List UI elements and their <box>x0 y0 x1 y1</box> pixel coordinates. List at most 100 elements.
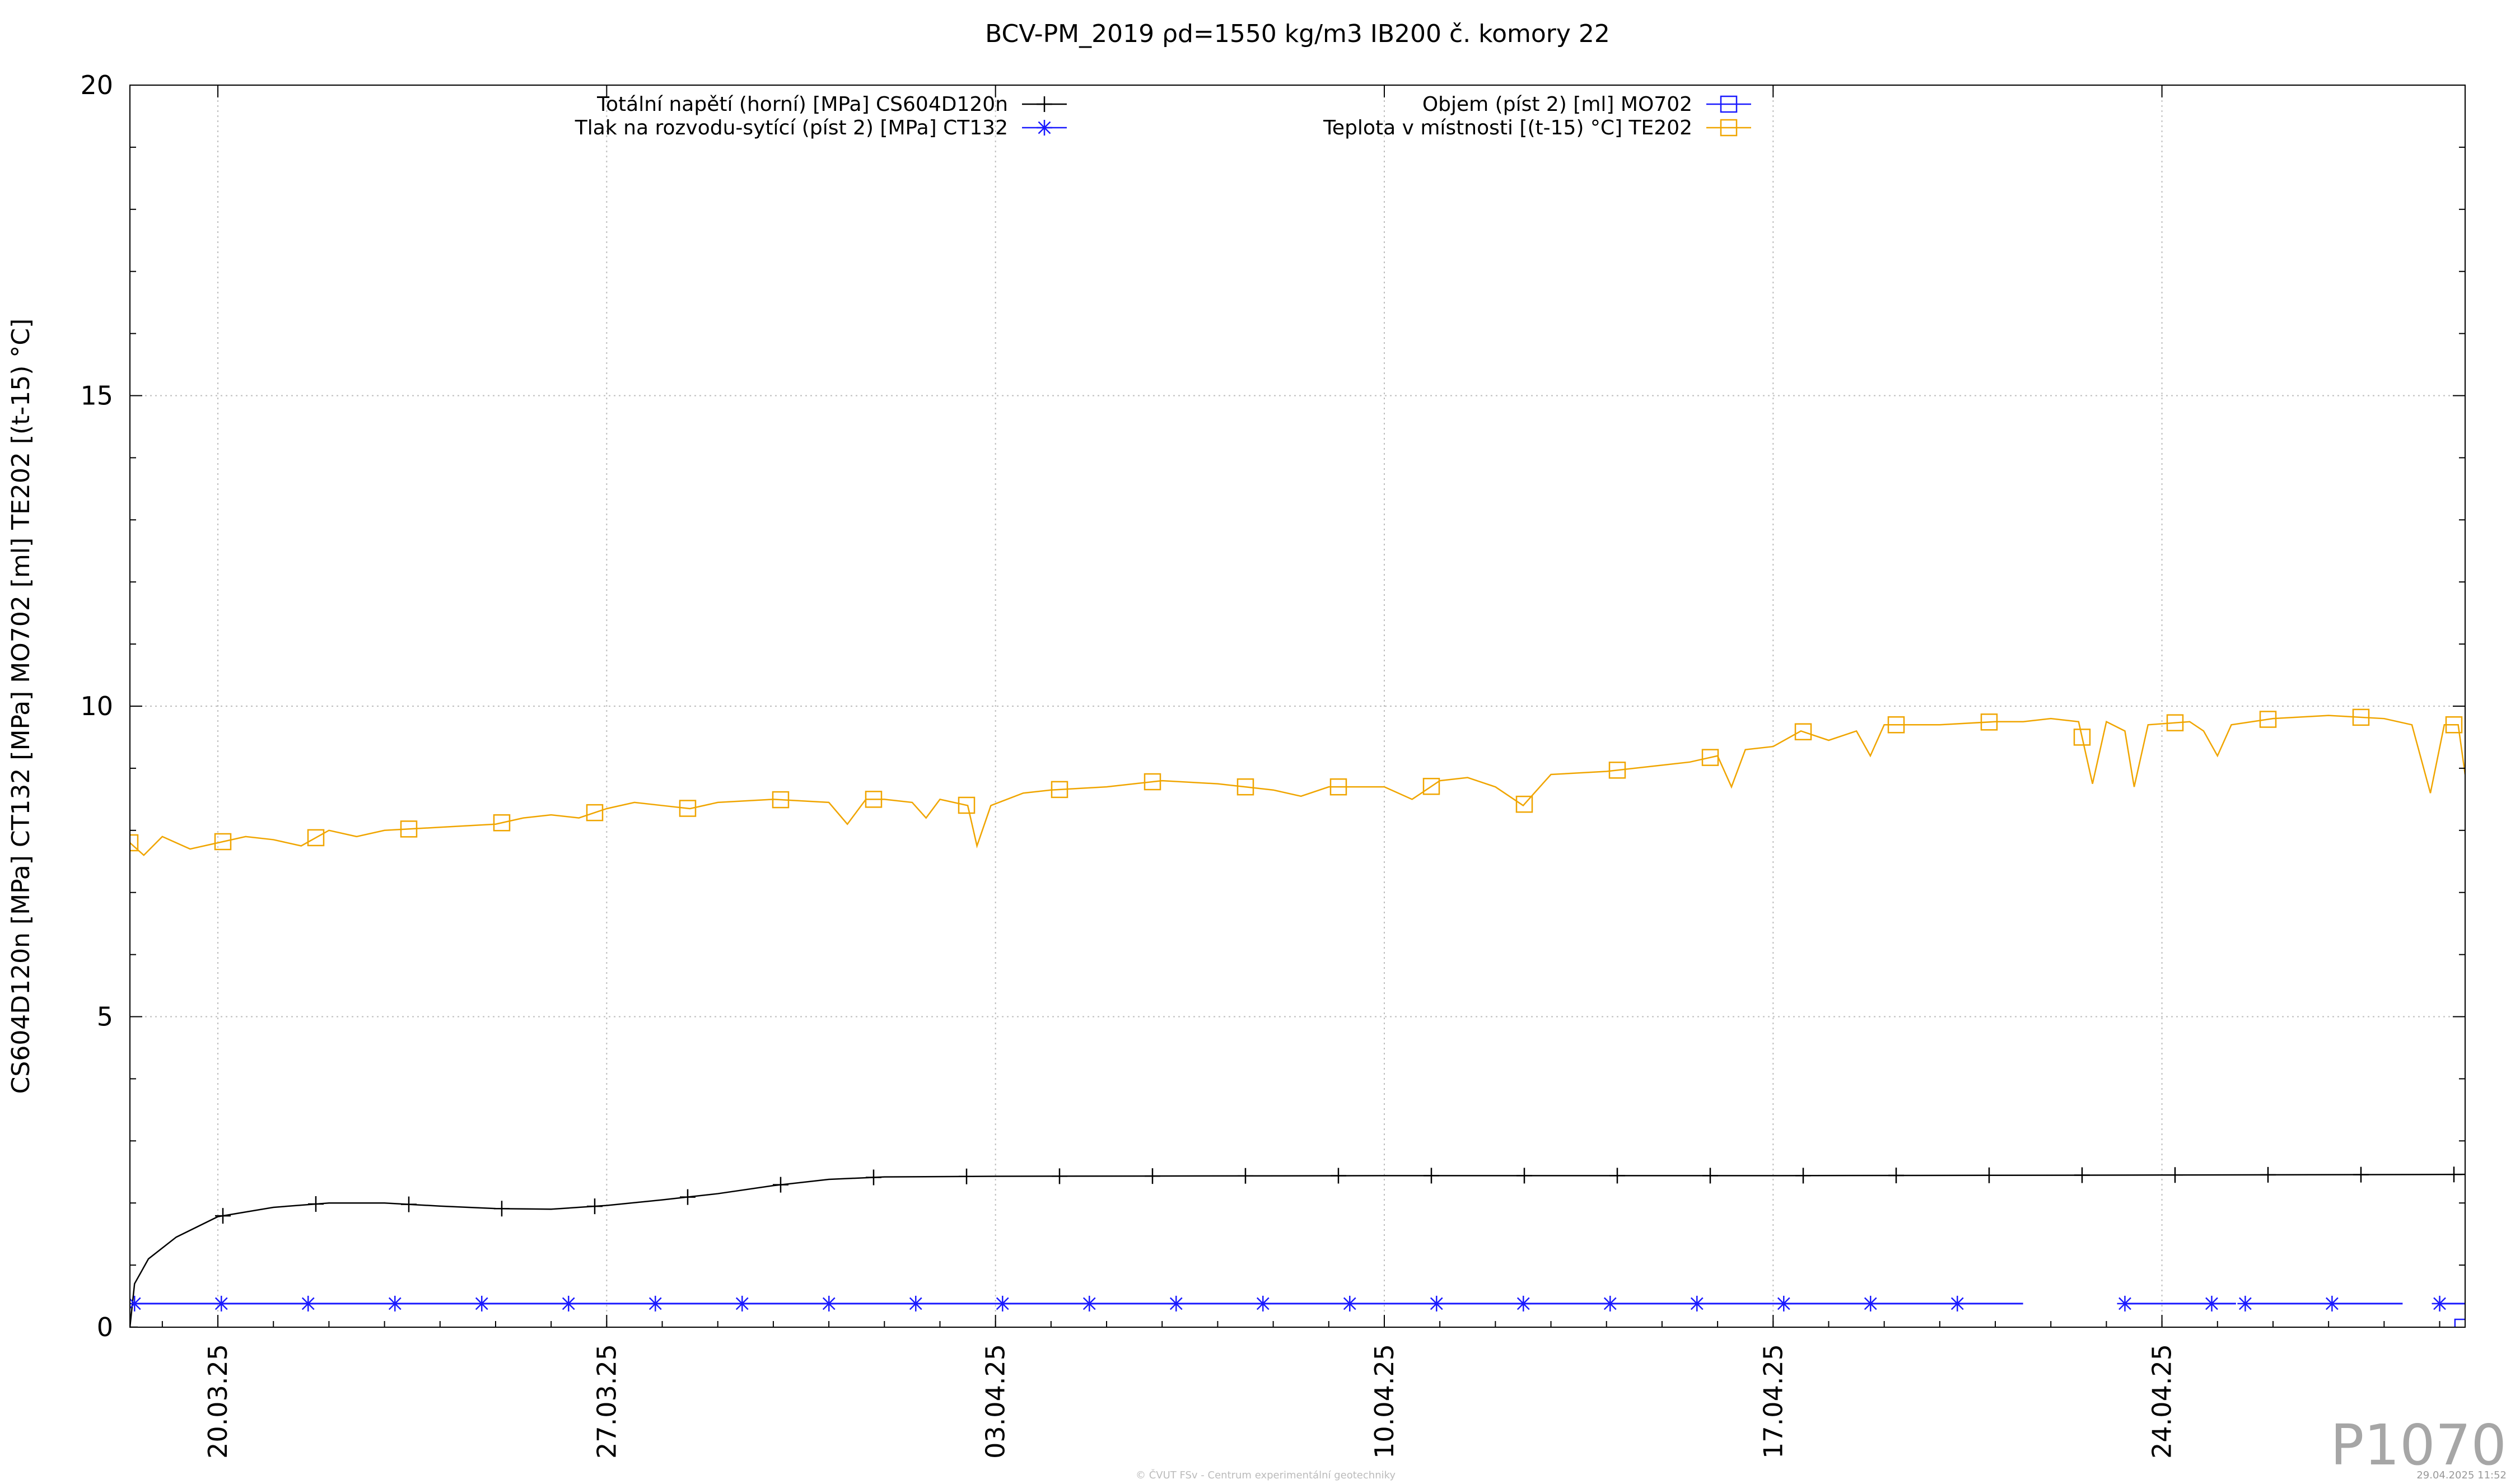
plus-marker <box>1516 1168 1532 1184</box>
series-layer <box>130 708 2465 1327</box>
axes: 0 5 10 15 20 20.03.25 27.03.25 03.04.25 10.04.25… <box>80 70 2465 1459</box>
watermark: P1070 <box>2330 1412 2507 1478</box>
square-marker <box>1329 778 1347 796</box>
square-marker <box>1144 773 1161 791</box>
star-marker <box>1949 1295 1966 1312</box>
star-marker <box>1515 1295 1532 1312</box>
legend-label: Totální napětí (horní) [MPa] CS604D120n <box>596 93 1008 116</box>
star-marker <box>474 1295 490 1312</box>
square-marker <box>1236 778 1254 796</box>
square-marker <box>1720 119 1738 137</box>
star-marker <box>995 1295 1011 1312</box>
square-marker <box>865 791 883 808</box>
x-tick-label: 24.04.25 <box>2147 1344 2177 1459</box>
square-marker <box>679 800 697 817</box>
plus-marker <box>2260 1166 2276 1183</box>
legend-entry: Objem (píst 2) [ml] MO702 <box>1422 93 1751 116</box>
legend-entry: Teplota v místnosti [(t-15) °C] TE202 <box>1323 116 1751 139</box>
y-axis-label: CS604D120n [MPa] CT132 [MPa] MO702 [ml] … <box>7 319 35 1094</box>
star-marker <box>561 1295 577 1312</box>
plot-frame <box>129 85 2466 1328</box>
x-tick-label: 03.04.25 <box>981 1344 1011 1459</box>
star-marker <box>1342 1295 1358 1312</box>
plus-marker <box>1702 1168 1718 1184</box>
series-0 <box>130 1166 2465 1327</box>
legend-label: Tlak na rozvodu-sytící (píst 2) [MPa] CT… <box>575 116 1008 139</box>
plus-marker <box>2074 1167 2090 1183</box>
legend-label: Objem (píst 2) [ml] MO702 <box>1422 93 1692 116</box>
plus-marker <box>773 1177 788 1193</box>
plus-marker <box>1052 1168 1067 1184</box>
square-marker <box>1720 95 1738 113</box>
plus-marker <box>1238 1168 1253 1184</box>
star-marker <box>1255 1295 1271 1312</box>
star-marker <box>2432 1295 2448 1312</box>
star-marker <box>1863 1295 1879 1312</box>
star-marker <box>1776 1295 1792 1312</box>
plus-marker <box>1981 1167 1997 1183</box>
legend: Totální napětí (horní) [MPa] CS604D120nT… <box>575 93 1751 139</box>
star-marker <box>647 1295 664 1312</box>
square-marker <box>1980 713 1998 731</box>
y-tick-label: 10 <box>80 691 113 721</box>
square-marker <box>130 834 139 852</box>
square-marker <box>2454 1318 2465 1327</box>
square-marker <box>214 833 232 851</box>
star-marker <box>387 1295 403 1312</box>
legend-entry: Tlak na rozvodu-sytící (píst 2) [MPa] CT… <box>575 116 1067 139</box>
square-marker <box>1422 778 1440 795</box>
star-marker <box>1168 1295 1184 1312</box>
plus-marker <box>1145 1168 1160 1184</box>
footer-credit: © ČVUT FSv - Centrum experimentální geot… <box>1136 1469 1396 1481</box>
plus-marker <box>1795 1168 1811 1184</box>
chart-title: BCV-PM_2019 ρd=1550 kg/m3 IB200 č. komor… <box>985 20 1610 48</box>
square-marker <box>772 791 790 809</box>
y-tick-label: 5 <box>97 1002 113 1032</box>
square-marker <box>1701 749 1719 766</box>
square-marker <box>2166 714 2184 731</box>
star-marker <box>300 1295 316 1312</box>
star-marker <box>1429 1295 1445 1312</box>
series-line <box>130 1173 2465 1327</box>
star-marker <box>1037 120 1052 136</box>
square-marker <box>586 804 604 822</box>
x-tick-label: 17.04.25 <box>1758 1344 1788 1459</box>
star-marker <box>130 1295 143 1312</box>
star-marker <box>734 1295 750 1312</box>
plus-marker <box>1609 1168 1625 1184</box>
square-marker <box>1515 795 1533 813</box>
plus-marker <box>2446 1166 2462 1183</box>
grid-lines <box>130 85 2465 1327</box>
plus-marker <box>680 1189 696 1205</box>
star-marker <box>1081 1295 1098 1312</box>
star-marker <box>2117 1295 2133 1312</box>
square-marker <box>307 829 325 847</box>
plus-marker <box>1888 1168 1904 1184</box>
square-marker <box>1051 781 1068 799</box>
y-tick-label: 0 <box>97 1312 113 1342</box>
plus-marker <box>587 1198 603 1215</box>
star-marker <box>1602 1295 1618 1312</box>
plus-marker <box>959 1168 974 1184</box>
plus-marker <box>2353 1166 2369 1183</box>
plus-marker <box>2167 1167 2183 1183</box>
plus-marker <box>1424 1168 1439 1184</box>
square-marker <box>1608 762 1626 779</box>
square-marker <box>400 820 418 838</box>
legend-entry: Totální napětí (horní) [MPa] CS604D120n <box>596 93 1067 116</box>
series-1 <box>130 1295 2465 1312</box>
square-marker <box>1887 716 1905 734</box>
star-marker <box>2204 1295 2220 1312</box>
star-marker <box>1689 1295 1705 1312</box>
legend-label: Teplota v místnosti [(t-15) °C] TE202 <box>1323 116 1692 139</box>
star-marker <box>213 1295 230 1312</box>
plus-marker <box>401 1196 417 1212</box>
y-tick-label: 15 <box>80 381 113 411</box>
series-line <box>130 715 2465 856</box>
y-tick-label: 20 <box>80 70 113 100</box>
plus-marker <box>494 1201 510 1217</box>
square-marker <box>493 814 511 832</box>
square-marker <box>2259 711 2277 728</box>
star-marker <box>821 1295 837 1312</box>
